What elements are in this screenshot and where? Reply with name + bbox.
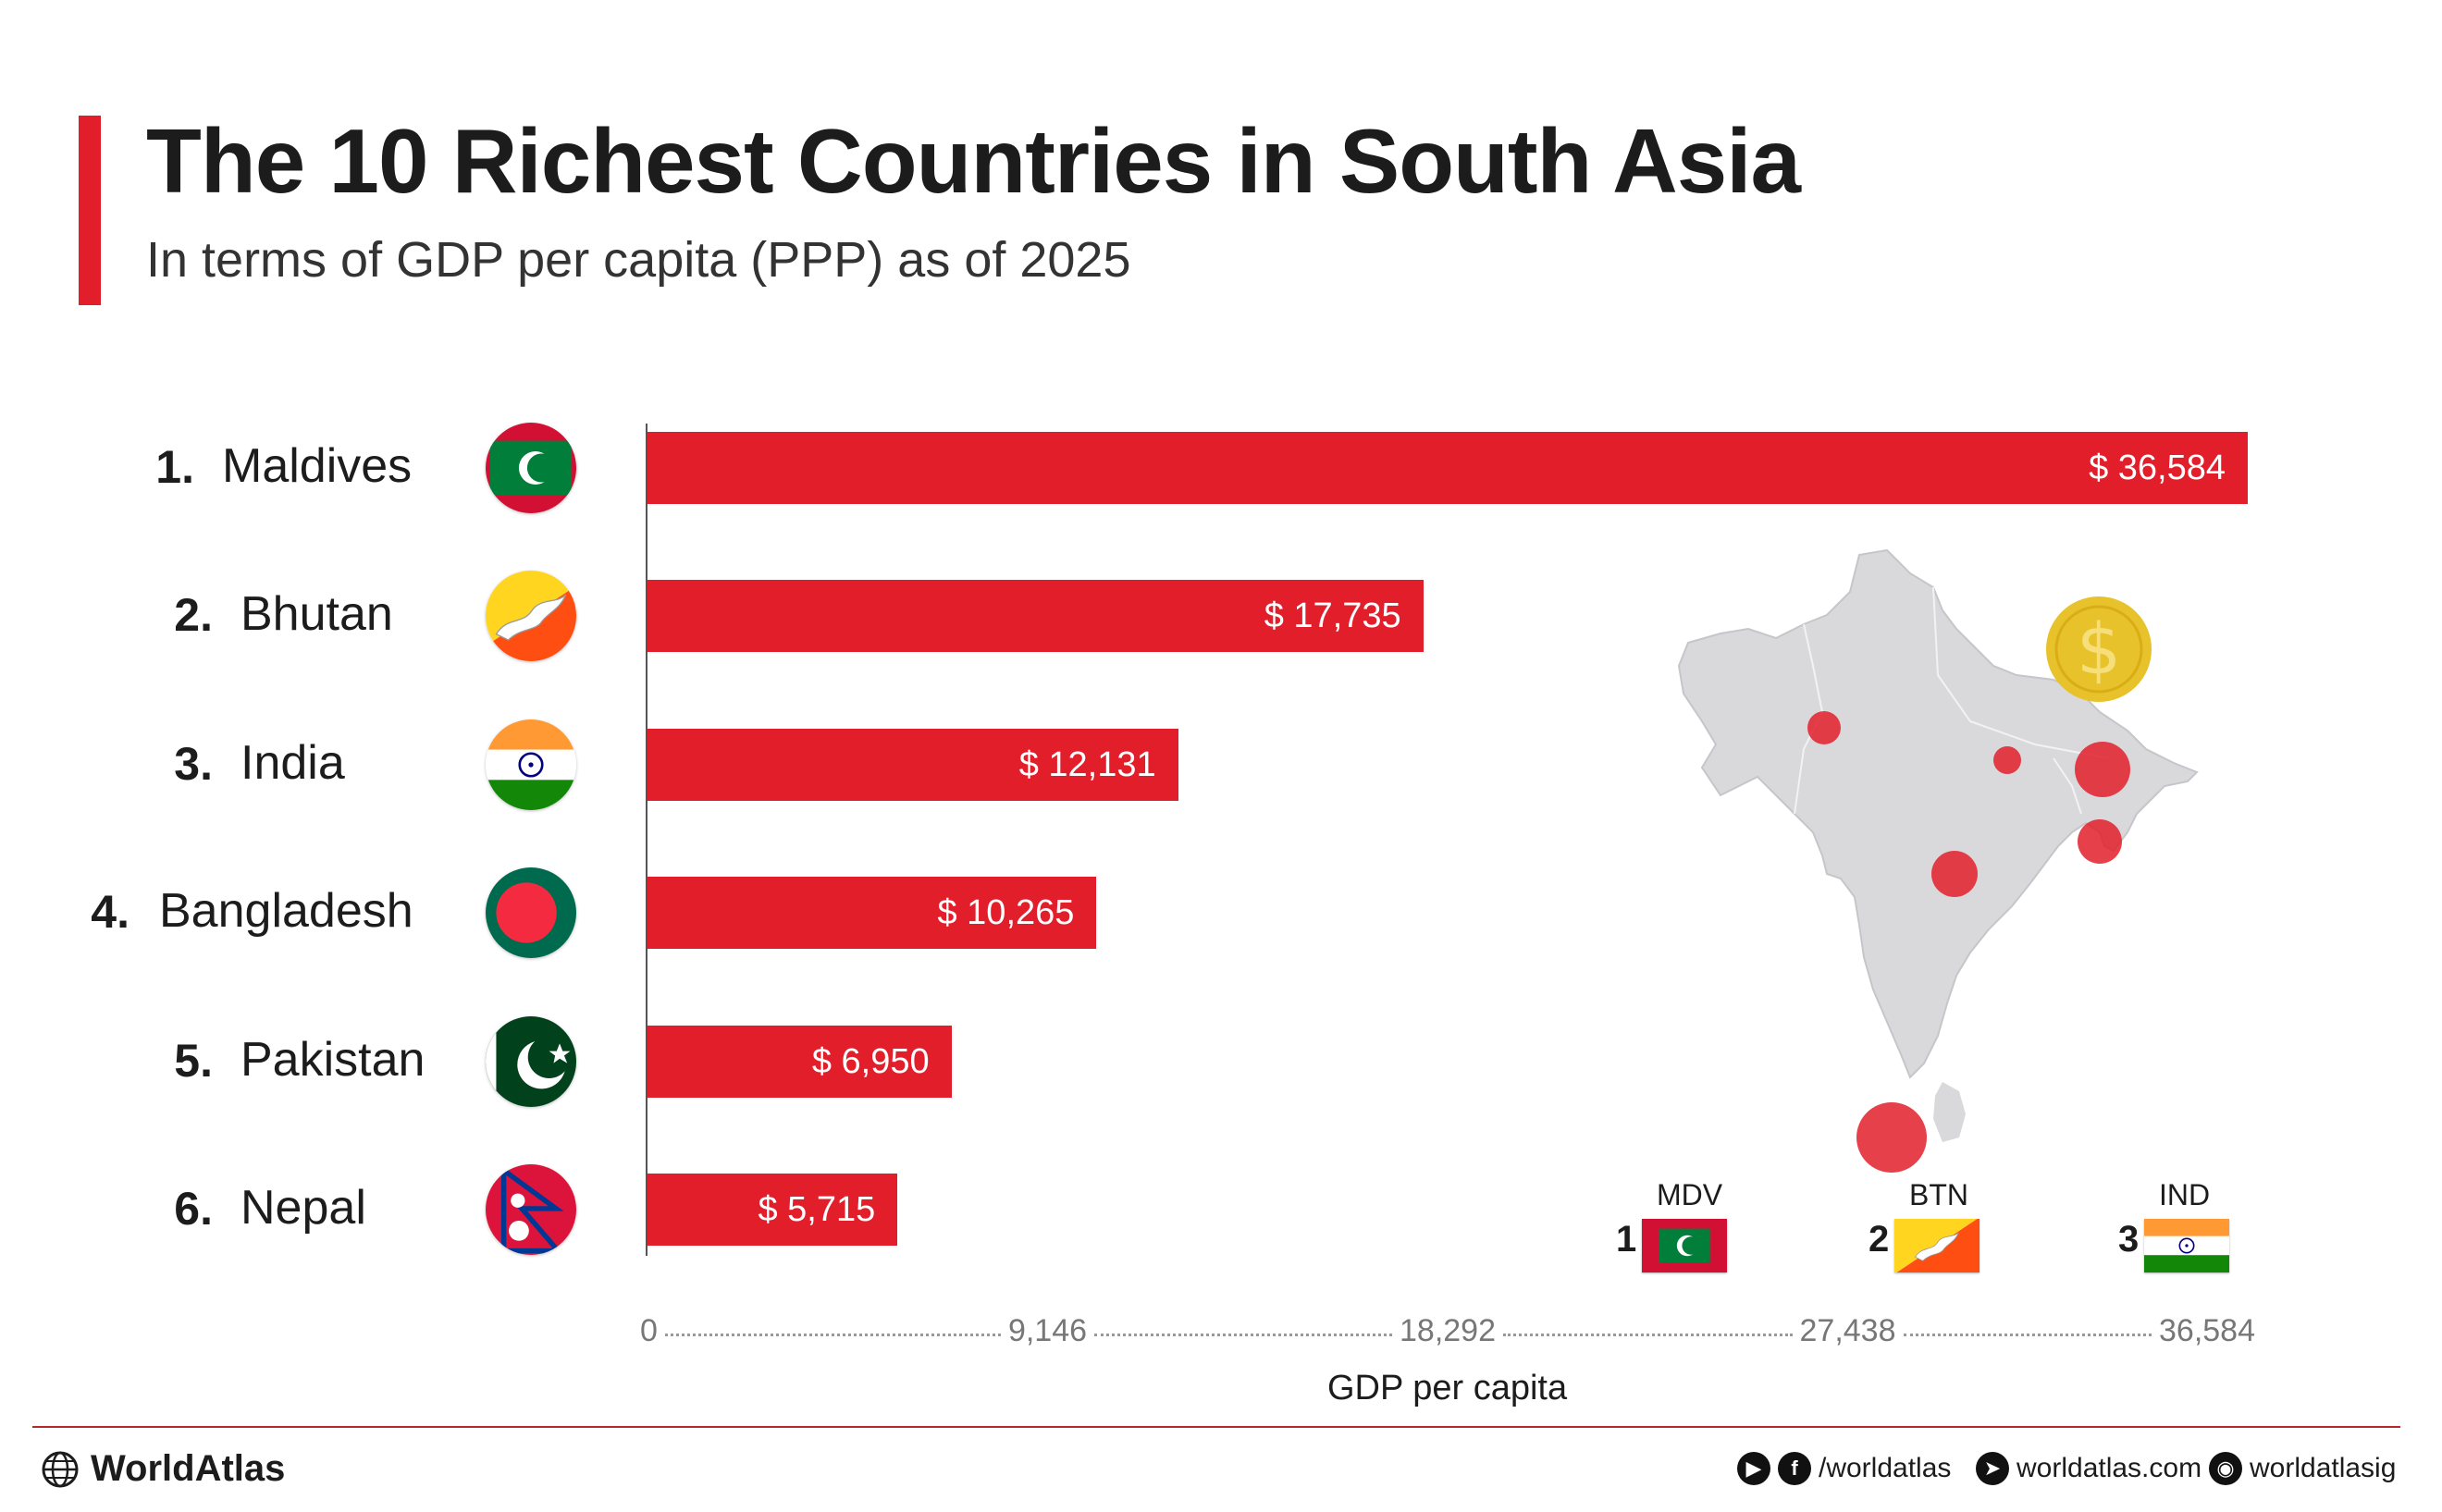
- instagram-text: worldatlasig: [2250, 1453, 2397, 1483]
- bar-india: $ 12,131: [648, 728, 1178, 801]
- title-accent-bar: [79, 116, 101, 305]
- bar-bhutan: $ 17,735: [648, 580, 1424, 653]
- legend-code-btn: BTN: [1909, 1178, 1968, 1211]
- legend-maldives-flag-icon: [1642, 1219, 1727, 1272]
- india-flag-icon: [486, 719, 576, 810]
- rank-3: 3.: [174, 737, 213, 790]
- svg-text:$: $: [2077, 608, 2121, 690]
- country-label-bhutan: Bhutan: [240, 587, 393, 642]
- website-text: worldatlas.com: [2016, 1453, 2202, 1483]
- rank-5: 5.: [174, 1034, 213, 1087]
- x-tick-label: 36,584: [2159, 1313, 2255, 1348]
- website-link[interactable]: ➤ worldatlas.com: [1976, 1452, 2202, 1485]
- x-tick-label: 9,146: [1007, 1313, 1088, 1348]
- x-tick-label: 18,292: [1400, 1313, 1496, 1348]
- south-asia-map: $: [1677, 548, 2199, 1173]
- x-tick-label: 0: [640, 1313, 658, 1348]
- country-label-nepal: Nepal: [240, 1181, 366, 1235]
- x-tick-label: 27,438: [1799, 1313, 1896, 1348]
- x-axis-dotted-line: [1503, 1334, 1793, 1336]
- bar-nepal: $ 5,715: [648, 1174, 898, 1246]
- facebook-icon: f: [1778, 1452, 1811, 1485]
- sri-lanka: [1933, 1082, 1966, 1142]
- youtube-icon: ▶: [1737, 1452, 1770, 1485]
- dollar-coin-icon: $: [2046, 596, 2152, 702]
- x-axis-dotted-line: [664, 1334, 1001, 1336]
- bar-maldives: $ 36,584: [648, 432, 2248, 504]
- legend-rank: 1: [1616, 1219, 1637, 1260]
- social-handle[interactable]: ▶ f /worldatlas: [1737, 1452, 1951, 1485]
- bar-value-label: $ 36,584: [2089, 449, 2226, 487]
- legend-india-flag-icon: [2144, 1219, 2229, 1272]
- rank-1: 1.: [155, 441, 194, 493]
- bar-bangladesh: $ 10,265: [648, 877, 1097, 950]
- map-dots: [1807, 711, 2130, 1173]
- rank-6: 6.: [174, 1183, 213, 1235]
- brand-name: WorldAtlas: [91, 1448, 286, 1489]
- country-label-india: India: [240, 735, 345, 790]
- x-axis-label: GDP per capita: [1327, 1369, 1568, 1408]
- bar-value-label: $ 6,950: [811, 1041, 930, 1081]
- legend-rank: 3: [2118, 1219, 2140, 1260]
- footer-divider: [32, 1426, 2400, 1428]
- social-handle-text: /worldatlas: [1819, 1453, 1952, 1483]
- legend-rank: 2: [1868, 1219, 1890, 1260]
- country-label-pakistan: Pakistan: [240, 1032, 426, 1087]
- bar-pakistan: $ 6,950: [648, 1025, 952, 1098]
- rank-4: 4.: [91, 886, 130, 939]
- legend-bhutan-flag-icon: [1894, 1219, 1980, 1272]
- legend-code-ind: IND: [2159, 1178, 2211, 1211]
- chart-subtitle: In terms of GDP per capita (PPP) as of 2…: [146, 232, 1131, 288]
- instagram-link[interactable]: ◉ worldatlasig: [2209, 1452, 2396, 1485]
- globe-icon: [42, 1451, 79, 1487]
- bar-value-label: $ 17,735: [1264, 596, 1401, 636]
- bar-value-label: $ 10,265: [937, 893, 1075, 933]
- bar-value-label: $ 12,131: [1018, 744, 1156, 784]
- legend-code-mdv: MDV: [1657, 1178, 1723, 1211]
- country-label-bangladesh: Bangladesh: [159, 884, 413, 939]
- x-axis-dotted-line: [1094, 1334, 1392, 1336]
- map-landmass: [1677, 548, 2199, 1079]
- bhutan-flag-icon: [486, 571, 576, 662]
- bar-value-label: $ 5,715: [758, 1190, 876, 1229]
- rank-2: 2.: [174, 589, 213, 642]
- maldives-flag-icon: [486, 423, 576, 513]
- instagram-icon: ◉: [2209, 1452, 2242, 1485]
- x-axis-dotted-line: [1903, 1334, 2152, 1336]
- country-label-maldives: Maldives: [222, 439, 413, 493]
- y-axis-line: [646, 424, 648, 1256]
- bangladesh-flag-icon: [486, 867, 576, 959]
- chart-title: The 10 Richest Countries in South Asia: [146, 110, 1801, 212]
- pakistan-flag-icon: [486, 1015, 576, 1107]
- cursor-icon: ➤: [1976, 1452, 2009, 1485]
- brand-logo: WorldAtlas: [41, 1448, 285, 1490]
- nepal-flag-icon: [486, 1164, 576, 1255]
